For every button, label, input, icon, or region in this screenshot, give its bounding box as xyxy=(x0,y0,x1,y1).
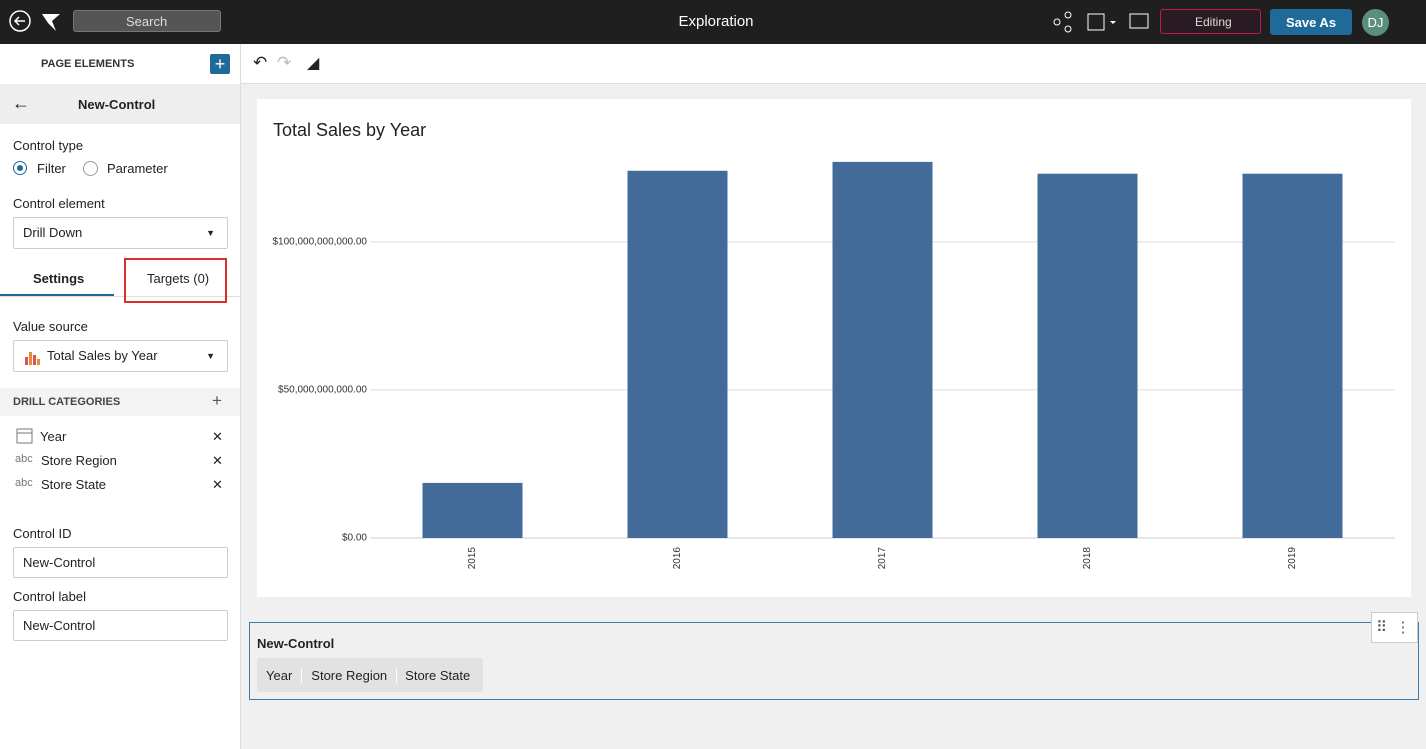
radio-label: Parameter xyxy=(107,161,168,176)
top-bar: Search Exploration Editing Save As DJ xyxy=(0,0,1426,44)
nav-icons xyxy=(9,10,60,32)
avatar-initials: DJ xyxy=(1367,15,1384,30)
bar xyxy=(1242,173,1343,538)
type-icon: abc xyxy=(15,453,33,465)
drill-header-bar: DRILL CATEGORIES + xyxy=(0,388,240,416)
radio-label: Filter xyxy=(37,161,66,176)
field-label: Value source xyxy=(13,319,88,334)
remove[interactable]: ✕ xyxy=(212,429,223,444)
tab[interactable]: Targets (0) xyxy=(147,271,210,286)
input-value: New-Control xyxy=(23,618,96,633)
search-box[interactable]: Search xyxy=(73,10,221,32)
drill-header: DRILL CATEGORIES xyxy=(13,396,121,408)
bar xyxy=(1037,173,1138,538)
save-as-button[interactable]: Save As xyxy=(1270,9,1352,35)
text-input[interactable]: New-Control xyxy=(13,547,228,578)
format[interactable]: ◢ xyxy=(307,55,320,72)
chart: Total Sales by Year $0.00 $50,000,000,000… xyxy=(272,120,1395,570)
x-tick-label: 2018 xyxy=(1082,547,1093,570)
segment[interactable]: Year xyxy=(257,667,303,683)
search-placeholder: Search xyxy=(126,14,168,29)
segment[interactable]: Store State xyxy=(405,667,471,683)
x-tick-label: 2019 xyxy=(1287,547,1298,570)
editing-label: Editing xyxy=(1195,15,1232,29)
field-label: Control type xyxy=(13,138,84,153)
drill-item: Year xyxy=(40,429,67,444)
x-tick-label: 2015 xyxy=(467,547,478,570)
page-title: Exploration xyxy=(678,13,754,30)
add-element[interactable]: + xyxy=(210,54,230,74)
remove[interactable]: ✕ xyxy=(212,453,223,468)
sidebar: PAGE ELEMENTS + New-Control ← Control ty… xyxy=(0,44,241,749)
tab-underline xyxy=(0,294,114,296)
value-source-select[interactable]: Total Sales by Year ▼ xyxy=(13,340,228,372)
field-label: Control label xyxy=(13,589,86,604)
add-drill[interactable]: + xyxy=(212,391,222,410)
drill-item: Store State xyxy=(41,477,107,492)
highlight-box xyxy=(124,258,227,303)
segmented-control: Year Store Region Store State xyxy=(257,658,484,692)
chart-card: Total Sales by Year $0.00 $50,000,000,000… xyxy=(257,99,1411,597)
input-value: New-Control xyxy=(23,555,96,570)
editing-button[interactable]: Editing xyxy=(1160,9,1261,34)
segment[interactable]: Store Region xyxy=(302,667,398,683)
drill-item: Store Region xyxy=(41,453,117,468)
avatar[interactable]: DJ xyxy=(1362,9,1389,36)
calendar-icon xyxy=(16,428,33,444)
select-value: Total Sales by Year xyxy=(47,348,158,363)
y-tick-label: $50,000,000,000.00 xyxy=(278,385,367,396)
tab-divider xyxy=(0,296,240,297)
y-tick-label: $100,000,000,000.00 xyxy=(272,236,367,247)
field-label: Control element xyxy=(13,196,105,211)
element-menu[interactable]: ⠿ ⋮ xyxy=(1371,612,1418,643)
type-icon: abc xyxy=(15,477,33,489)
radio-checked[interactable] xyxy=(13,161,27,175)
radio[interactable] xyxy=(83,161,98,176)
x-tick-label: 2016 xyxy=(672,547,683,570)
control-card[interactable]: New-Control Year Store Region Store Stat… xyxy=(249,622,1419,700)
canvas-toolbar: ↶ ↷ ◢ xyxy=(241,44,1426,84)
back-arrow[interactable]: ← xyxy=(12,93,30,113)
select-value: Drill Down xyxy=(23,225,83,240)
x-tick-label: 2017 xyxy=(877,547,888,570)
bar xyxy=(627,170,728,538)
element-header: New-Control ← xyxy=(0,84,240,124)
element-name: New-Control xyxy=(78,97,156,112)
tab-active[interactable]: Settings xyxy=(33,271,85,286)
bar xyxy=(422,482,523,538)
y-tick-label: $0.00 xyxy=(342,533,367,544)
field-label: Control ID xyxy=(13,526,72,541)
bar xyxy=(832,161,933,538)
bar-icon xyxy=(25,352,40,365)
remove[interactable]: ✕ xyxy=(212,477,223,492)
text-input[interactable]: New-Control xyxy=(13,610,228,641)
chart-title: Total Sales by Year xyxy=(273,120,426,140)
redo[interactable]: ↷ xyxy=(277,53,292,72)
save-as-label: Save As xyxy=(1285,15,1337,30)
control-element-select[interactable]: Drill Down ▼ xyxy=(13,217,228,249)
undo[interactable]: ↶ xyxy=(253,53,268,72)
control-title: New-Control xyxy=(257,636,335,651)
toolbar-icons xyxy=(1053,11,1149,33)
sidebar-header: PAGE ELEMENTS xyxy=(41,58,135,70)
